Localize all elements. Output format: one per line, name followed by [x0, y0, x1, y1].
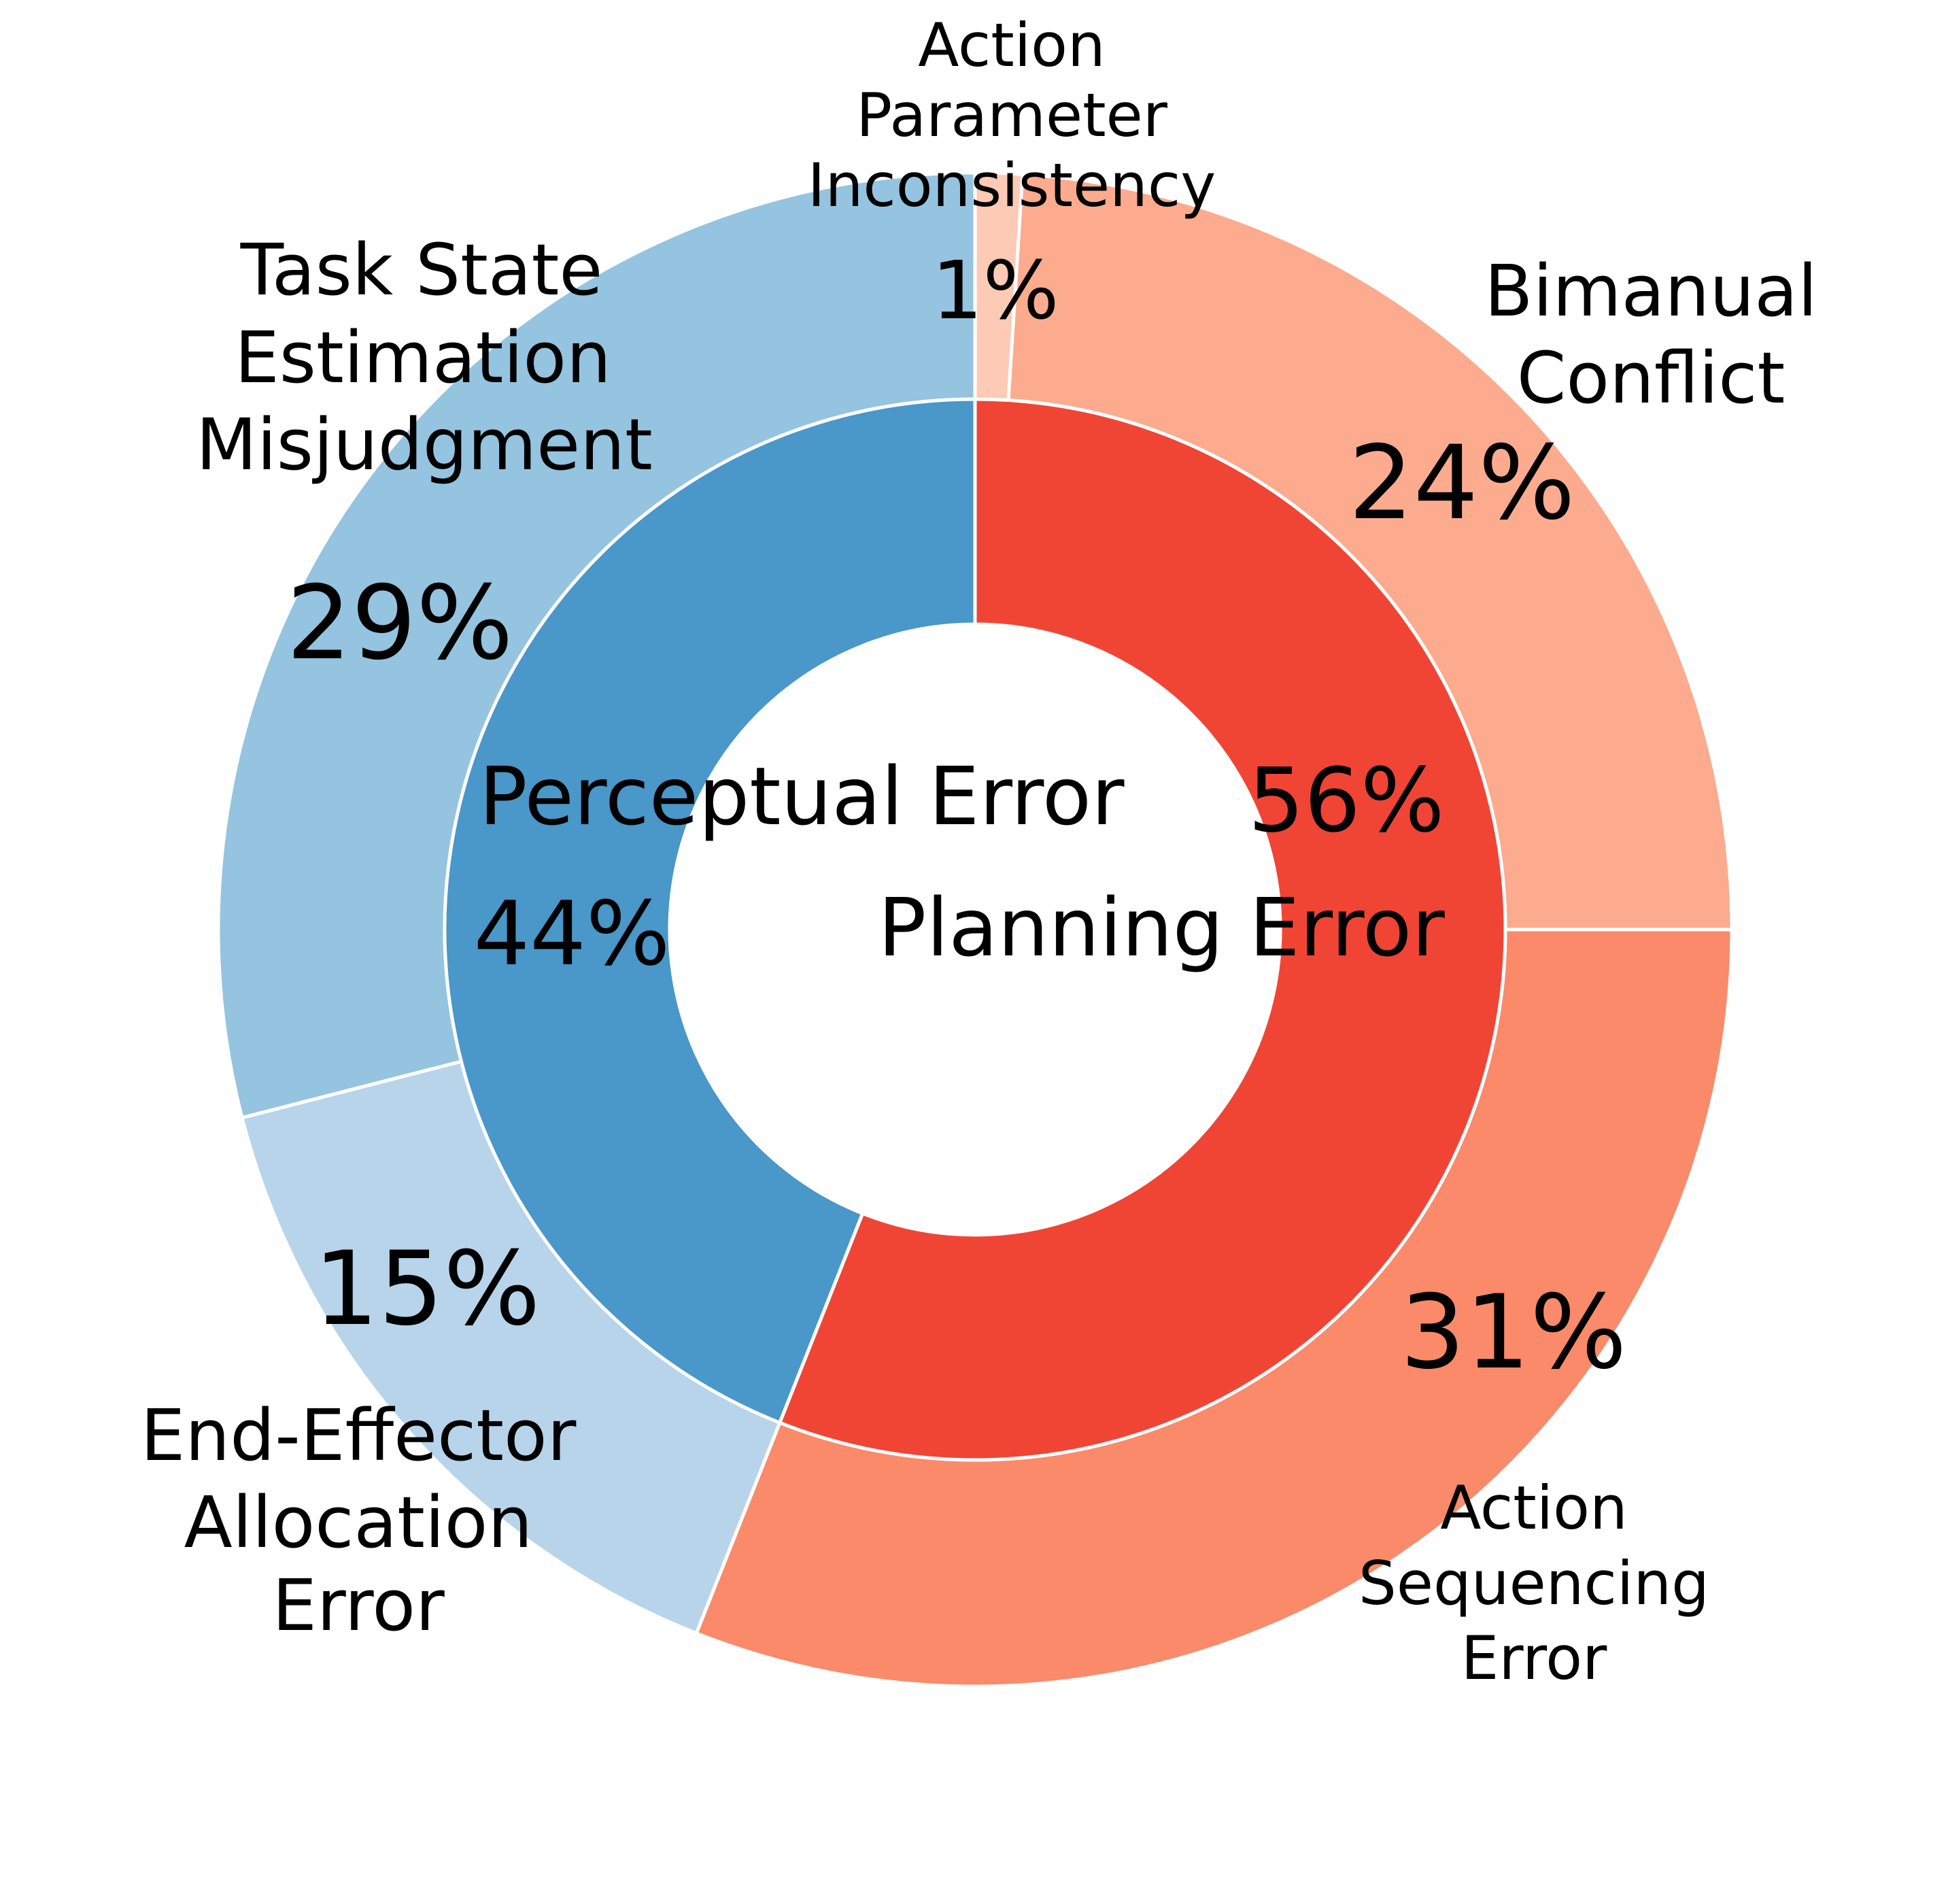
label-text: Estimation [235, 316, 611, 399]
outer-ring [216, 171, 1734, 1688]
label-text: Bimanual [1484, 250, 1817, 333]
label-text: Perceptual Error [479, 749, 1125, 843]
label-text: Misjudgment [196, 403, 653, 486]
percent-label: 44% [474, 882, 670, 985]
label-text: Sequencing [1359, 1548, 1709, 1618]
label-task-state-estimation-misjudgment: Task State Estimation Misjudgment 29% [196, 228, 653, 683]
percent-label: 15% [313, 1230, 540, 1348]
wedge-perceptual-error [443, 397, 977, 1425]
percent-label: 31% [1400, 1274, 1626, 1392]
label-bimanual-conflict: Bimanual Conflict 24% [1348, 250, 1817, 543]
label-text: Planning Error [878, 881, 1445, 974]
label-text: Inconsistency [808, 150, 1216, 220]
label-text: Action [918, 10, 1106, 80]
label-text: Action [1440, 1473, 1628, 1543]
percent-label: 1% [932, 243, 1059, 337]
label-text: Parameter [856, 80, 1168, 150]
label-perceptual-error: Perceptual Error 44% [474, 749, 1125, 985]
label-text: Task State [240, 228, 603, 311]
label-end-effector-allocation-error: 15% End-Effector Allocation Error [141, 1230, 577, 1647]
inner-ring [443, 397, 1507, 1462]
wedge-planning-error [778, 397, 1507, 1462]
label-text: Error [1461, 1623, 1607, 1693]
percent-label: 24% [1348, 424, 1575, 543]
label-action-parameter-inconsistency: Action Parameter Inconsistency 1% [808, 10, 1216, 337]
label-text: Conflict [1517, 337, 1785, 420]
label-text: Allocation [184, 1481, 533, 1564]
percent-label: 29% [286, 564, 513, 683]
percent-label: 56% [1248, 749, 1445, 852]
label-planning-error: 56% Planning Error [878, 749, 1445, 974]
label-text: Error [272, 1564, 445, 1647]
label-text: End-Effector [141, 1394, 577, 1477]
label-action-sequencing-error: 31% Action Sequencing Error [1359, 1274, 1709, 1693]
